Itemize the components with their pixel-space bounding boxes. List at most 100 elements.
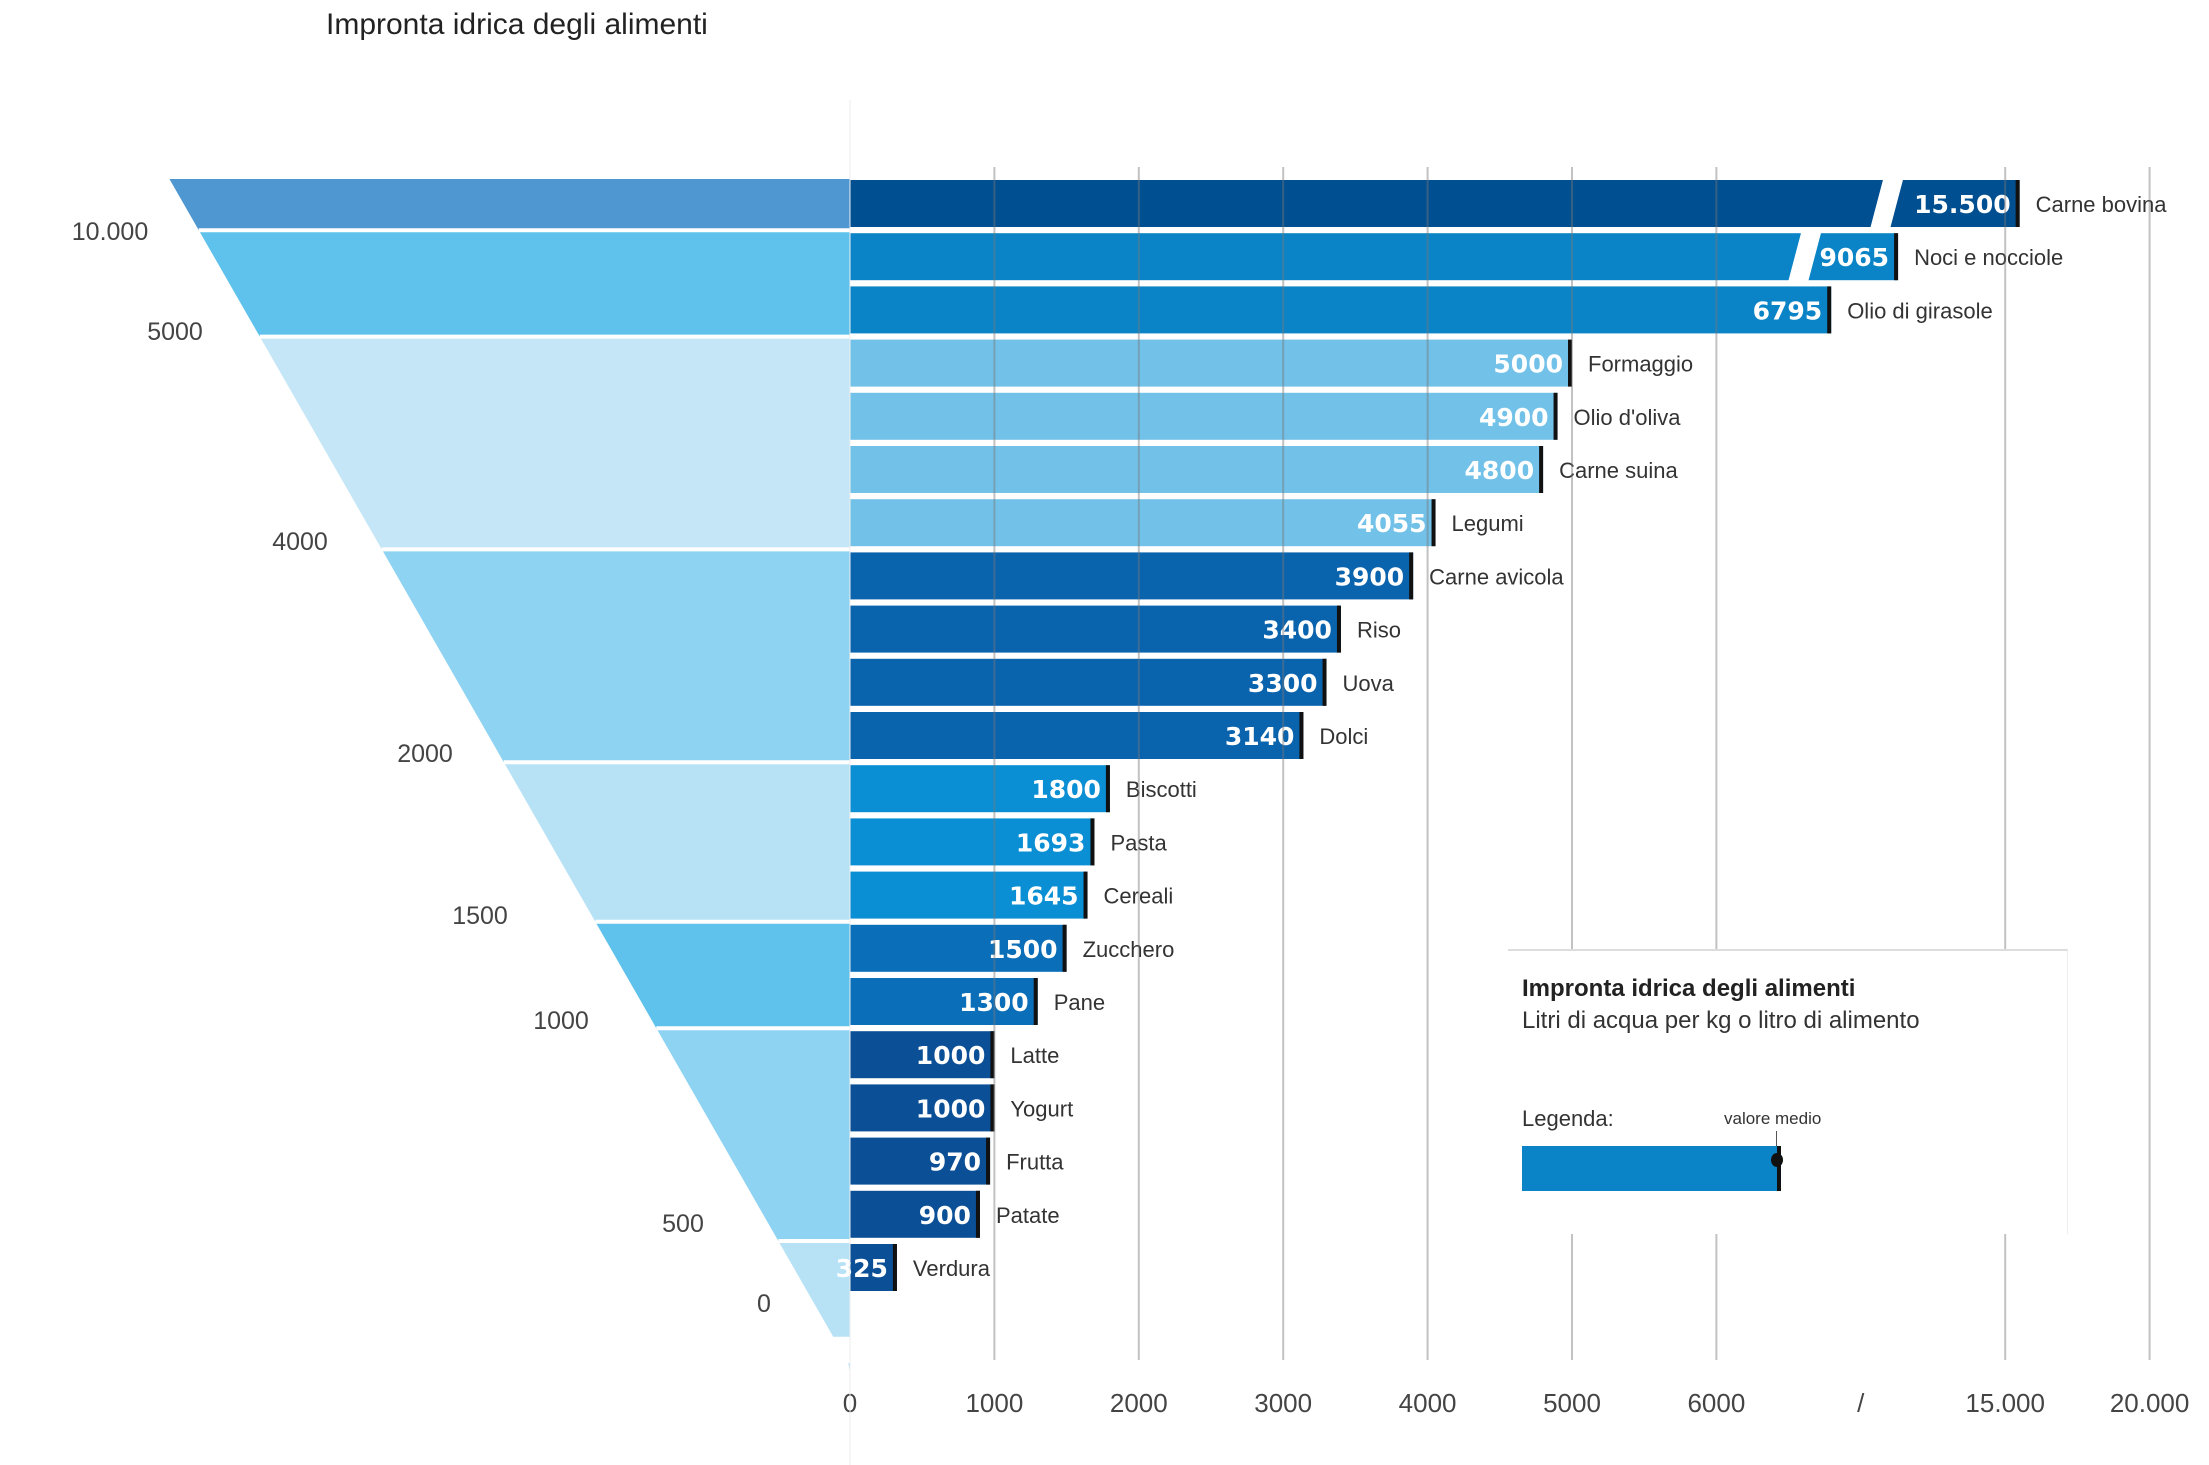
x-tick-label: 6000 <box>1687 1388 1745 1418</box>
bar-end-marker <box>892 1244 897 1291</box>
bar-value-label: 6795 <box>1753 296 1823 325</box>
bar-end-marker <box>1090 818 1095 866</box>
x-tick-label: 3000 <box>1254 1388 1312 1418</box>
bar-end-marker <box>986 1137 991 1185</box>
bar <box>850 1084 995 1132</box>
bar <box>850 180 2020 227</box>
pyramid-band <box>656 1028 850 1241</box>
bar-end-marker <box>1033 978 1038 1025</box>
bar-end-marker <box>1322 658 1327 706</box>
x-tick-label: / <box>1857 1388 1865 1418</box>
legend-marker-line <box>1776 1131 1777 1151</box>
bar-category-label: Frutta <box>1006 1150 1064 1175</box>
bar-value-label: 1693 <box>1016 828 1086 857</box>
x-tick-label: 15.000 <box>1965 1388 2045 1418</box>
bar-value-label: 9065 <box>1819 243 1889 272</box>
bar-value-label: 1645 <box>1009 882 1079 911</box>
legend-average-marker <box>1771 1153 1783 1167</box>
pyramid-scale-label: 0 <box>757 1290 771 1318</box>
bar-category-label: Olio di girasole <box>1847 298 1993 323</box>
bar <box>850 552 1414 600</box>
x-tick-label: 4000 <box>1399 1388 1457 1418</box>
bar-category-label: Zucchero <box>1083 937 1175 962</box>
bar-category-label: Legumi <box>1452 511 1524 536</box>
bar <box>850 924 1067 972</box>
bar-value-label: 970 <box>929 1148 981 1177</box>
bar-end-marker <box>1062 924 1067 972</box>
pyramid-scale-label: 5000 <box>147 318 203 346</box>
bar-value-label: 3900 <box>1335 562 1405 591</box>
bar-value-label: 3400 <box>1262 616 1332 645</box>
bar-category-label: Patate <box>996 1203 1060 1228</box>
bar-end-marker <box>2015 180 2020 227</box>
bar-end-marker <box>1539 446 1544 493</box>
pyramid-band <box>503 762 850 922</box>
bar-value-label: 4900 <box>1479 403 1549 432</box>
bar-value-label: 1000 <box>916 1094 986 1123</box>
bar-category-label: Formaggio <box>1588 352 1693 377</box>
bar-value-label: 15.500 <box>1914 190 2010 219</box>
bar-category-label: Pane <box>1054 990 1105 1015</box>
bar-end-marker <box>975 1190 980 1238</box>
bar-category-label: Verdura <box>913 1256 991 1281</box>
bar <box>850 286 1832 334</box>
pyramid-band <box>198 230 850 337</box>
bar-category-label: Cereali <box>1104 884 1174 909</box>
bar-value-label: 4800 <box>1465 456 1535 485</box>
bar <box>850 1031 995 1079</box>
bar <box>850 818 1095 866</box>
bar-value-label: 1000 <box>916 1041 986 1070</box>
x-tick-label: 1000 <box>965 1388 1023 1418</box>
bar-value-label: 3300 <box>1248 669 1318 698</box>
bar-value-label: 5000 <box>1493 350 1563 379</box>
bar-category-label: Dolci <box>1319 724 1368 749</box>
pyramid-scale-label: 4000 <box>272 528 328 556</box>
pyramid-scale-label: 1500 <box>452 902 508 930</box>
bar-category-label: Carne suina <box>1559 458 1678 483</box>
bar-category-label: Pasta <box>1110 830 1167 855</box>
bar-category-label: Uova <box>1343 671 1395 696</box>
bar <box>850 233 1899 281</box>
x-tick-label: 5000 <box>1543 1388 1601 1418</box>
bar-value-label: 325 <box>836 1254 888 1283</box>
bar-end-marker <box>1894 233 1899 281</box>
bar-end-marker <box>1336 605 1341 653</box>
bar-end-marker <box>1568 339 1572 387</box>
bar <box>850 392 1558 440</box>
bar <box>850 339 1572 387</box>
bar-category-label: Carne avicola <box>1429 564 1564 589</box>
bar-end-marker <box>990 1031 995 1079</box>
bar <box>850 978 1038 1025</box>
bar-value-label: 900 <box>919 1201 971 1230</box>
pyramid-band <box>168 177 851 231</box>
bar <box>850 765 1110 813</box>
bar-end-marker <box>1431 499 1436 547</box>
bar-end-marker <box>1553 392 1558 440</box>
bar-end-marker <box>1827 286 1832 334</box>
legend-subtitle: Litri di acqua per kg o litro di aliment… <box>1522 1007 1920 1034</box>
axis-break-mark <box>1788 229 1822 283</box>
legend-marker-label: valore medio <box>1724 1109 1822 1128</box>
bar-value-label: 3140 <box>1225 722 1295 751</box>
pyramid-scale-label: 1000 <box>533 1007 589 1035</box>
pyramid-band <box>778 1241 850 1337</box>
legend-title: Impronta idrica degli alimenti <box>1522 975 1856 1002</box>
bar-category-label: Yogurt <box>1010 1096 1073 1121</box>
bar-category-label: Noci e nocciole <box>1914 245 2063 270</box>
bar <box>850 1190 980 1238</box>
pyramid-scale-label: 500 <box>662 1210 704 1238</box>
pyramid-band <box>381 549 850 763</box>
legend-sample-bar <box>1522 1146 1781 1191</box>
bar-end-marker <box>1299 712 1304 759</box>
bar-category-label: Latte <box>1010 1043 1059 1068</box>
bar-value-label: 4055 <box>1357 509 1427 538</box>
bar <box>850 605 1341 653</box>
bar-end-marker <box>1105 765 1110 813</box>
chart-title: Impronta idrica degli alimenti <box>326 8 708 41</box>
bar <box>850 499 1436 547</box>
bar-value-label: 1500 <box>988 935 1058 964</box>
bar-value-label: 1300 <box>959 988 1029 1017</box>
pyramid-band <box>595 921 850 1029</box>
bar <box>850 871 1088 919</box>
